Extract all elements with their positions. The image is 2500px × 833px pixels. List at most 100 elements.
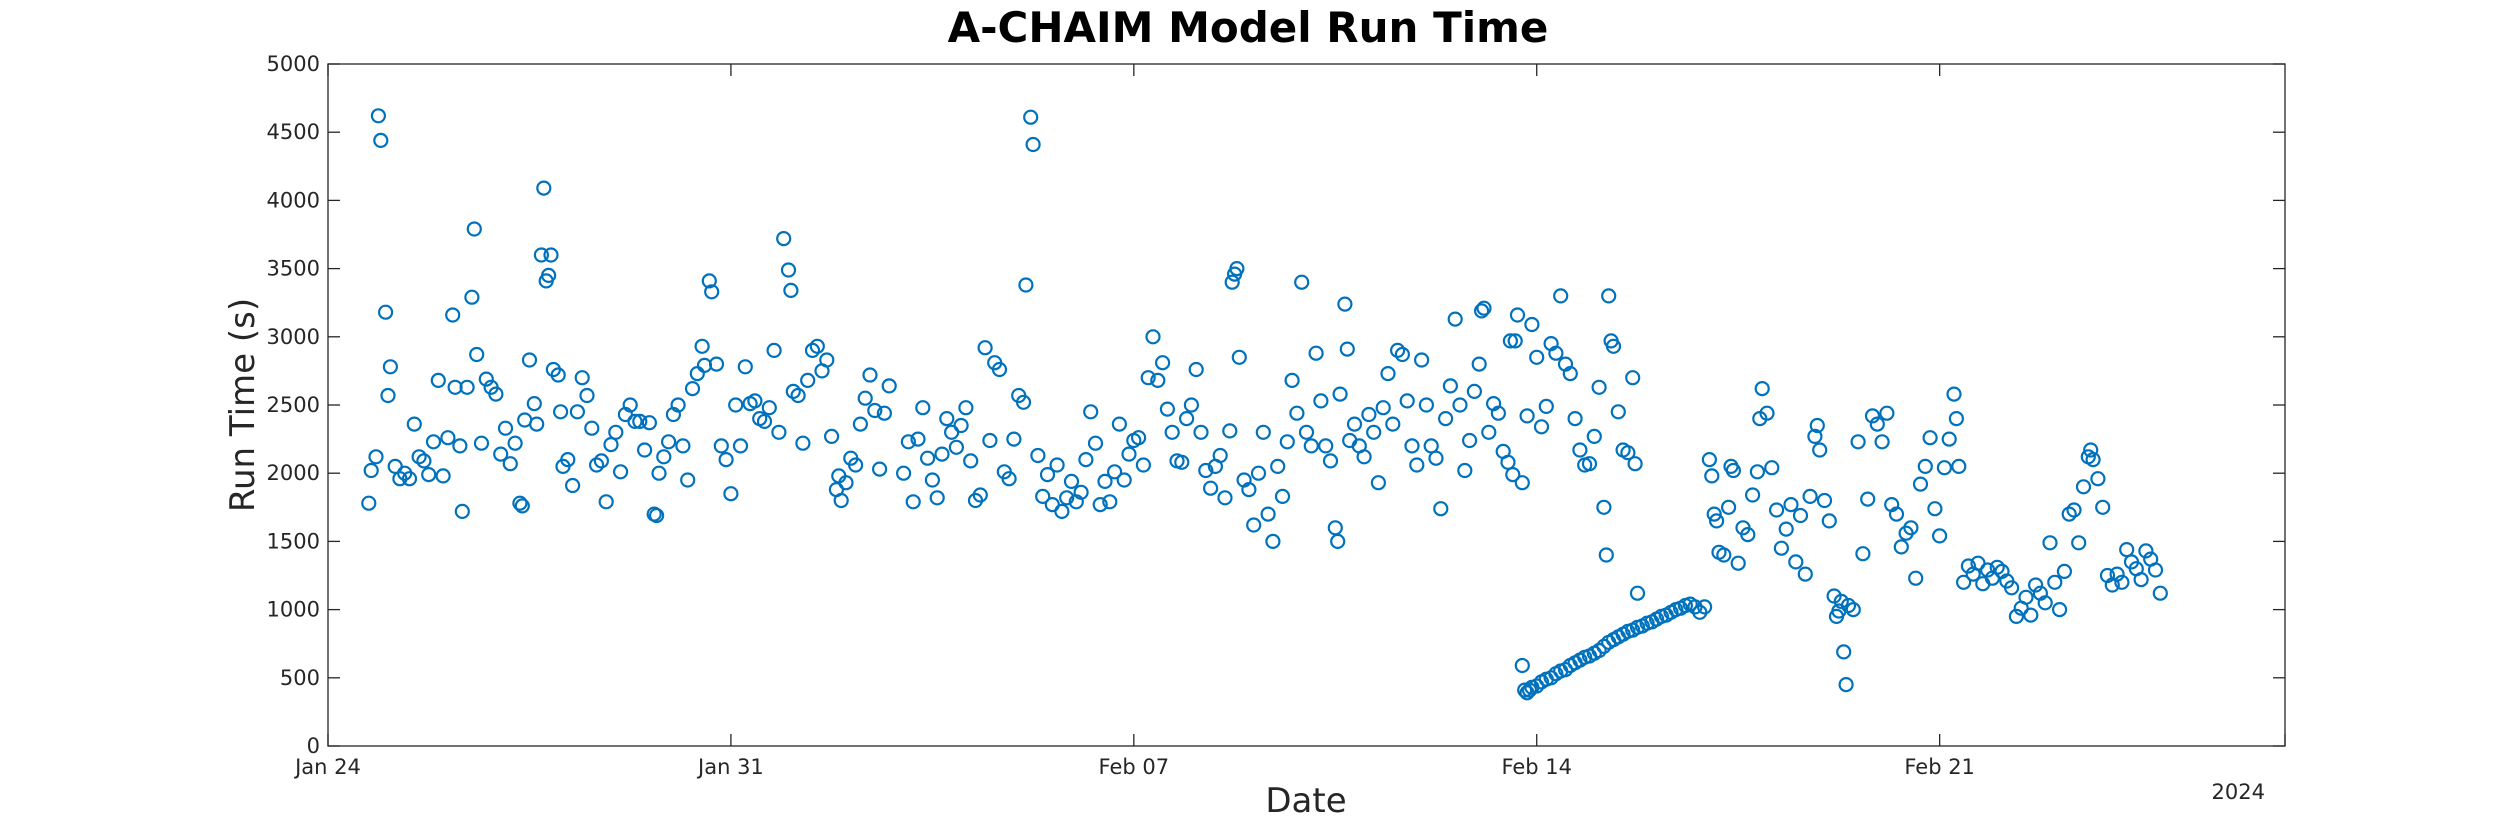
data-point [1505,467,1521,483]
data-point [1087,435,1104,451]
data-point [1948,411,1965,427]
data-point [1413,352,1430,368]
data-point [776,231,792,247]
data-point [1797,566,1813,582]
data-point [785,383,801,399]
data-point [1394,346,1411,363]
y-tick-label: 1500 [267,529,320,553]
data-point [867,402,883,419]
data-point [1313,393,1329,409]
data-point [977,340,993,356]
data-point [804,342,821,358]
data-point [1514,657,1530,674]
chart-title: A-CHAIM Model Run Time [948,3,1549,52]
data-point [1509,307,1526,323]
data-point [1006,431,1022,447]
data-point [1979,562,1996,578]
data-point [507,435,523,451]
data-point [529,416,545,432]
data-point [939,411,955,427]
y-axis: 0 500 1000 1500 2000 2500 3000 3500 4000 4500 5000 [267,52,2285,758]
data-point [1346,416,1363,432]
data-point [1903,520,1919,536]
data-point [1284,372,1300,388]
data-point [1241,482,1257,498]
data-point [2066,502,2082,518]
data-point [1442,378,1459,394]
data-point [564,477,581,494]
data-point [1140,370,1156,386]
data-point [723,486,739,502]
data-point [1154,355,1171,371]
data-point [1102,494,1118,510]
data-point [1529,349,1545,365]
data-point [1524,316,1540,333]
data-point [1356,449,1372,465]
data-point [924,472,941,488]
data-point [1018,277,1034,293]
x-axis-year-label: 2024 [2212,780,2265,804]
data-point [1917,458,1933,474]
data-point [1409,457,1425,473]
data-point [895,465,912,481]
data-point [1788,554,1804,570]
data-point [521,352,538,368]
data-point [445,307,461,323]
y-tick-label: 4000 [267,188,320,212]
data-point [1701,452,1718,468]
data-point [1054,503,1070,519]
data-point [1001,471,1017,487]
data-point [1610,404,1626,420]
data-point [440,430,456,446]
data-point [701,273,717,289]
data-point [857,390,873,406]
data-point [1802,488,1818,504]
data-point [838,475,854,491]
data-point [378,304,394,320]
data-point [2027,577,2044,593]
data-point [536,180,552,196]
data-point [761,400,777,416]
data-point [1255,424,1271,440]
data-point [910,431,926,447]
y-axis-title: Run Time (s) [223,298,263,512]
data-point [732,438,749,454]
data-point [452,438,468,454]
data-point [675,438,691,454]
data-point [1332,386,1348,402]
data-point [1174,454,1190,470]
data-point [1850,434,1866,450]
data-point [1457,462,1473,479]
data-point [1605,338,1622,354]
data-point [1145,329,1161,345]
data-point [622,397,638,413]
data-point [1183,397,1200,413]
data-point [1855,546,1871,562]
data-point [1308,345,1324,361]
data-point [900,434,917,450]
data-point [1730,555,1746,571]
data-point [1289,405,1305,421]
data-point [1749,464,1766,480]
data-point [1159,401,1176,417]
data-point [380,387,396,404]
data-point [1023,109,1039,125]
data-point [1418,397,1435,413]
data-point [1951,458,1967,474]
data-point [1490,405,1507,421]
data-point [1708,513,1725,529]
data-point [1111,416,1128,432]
data-point [1279,434,1295,450]
data-point [1922,430,1938,446]
data-point [1514,475,1530,491]
data-point [2075,479,2092,495]
data-point [1716,547,1732,563]
data-point [502,456,518,472]
data-point [1946,386,1962,402]
data-point [694,338,710,354]
x-tick-label: Feb 07 [1099,755,1170,779]
data-point [1224,274,1240,290]
data-point [526,396,542,412]
data-point [1759,405,1775,421]
data-point [2023,607,2039,623]
